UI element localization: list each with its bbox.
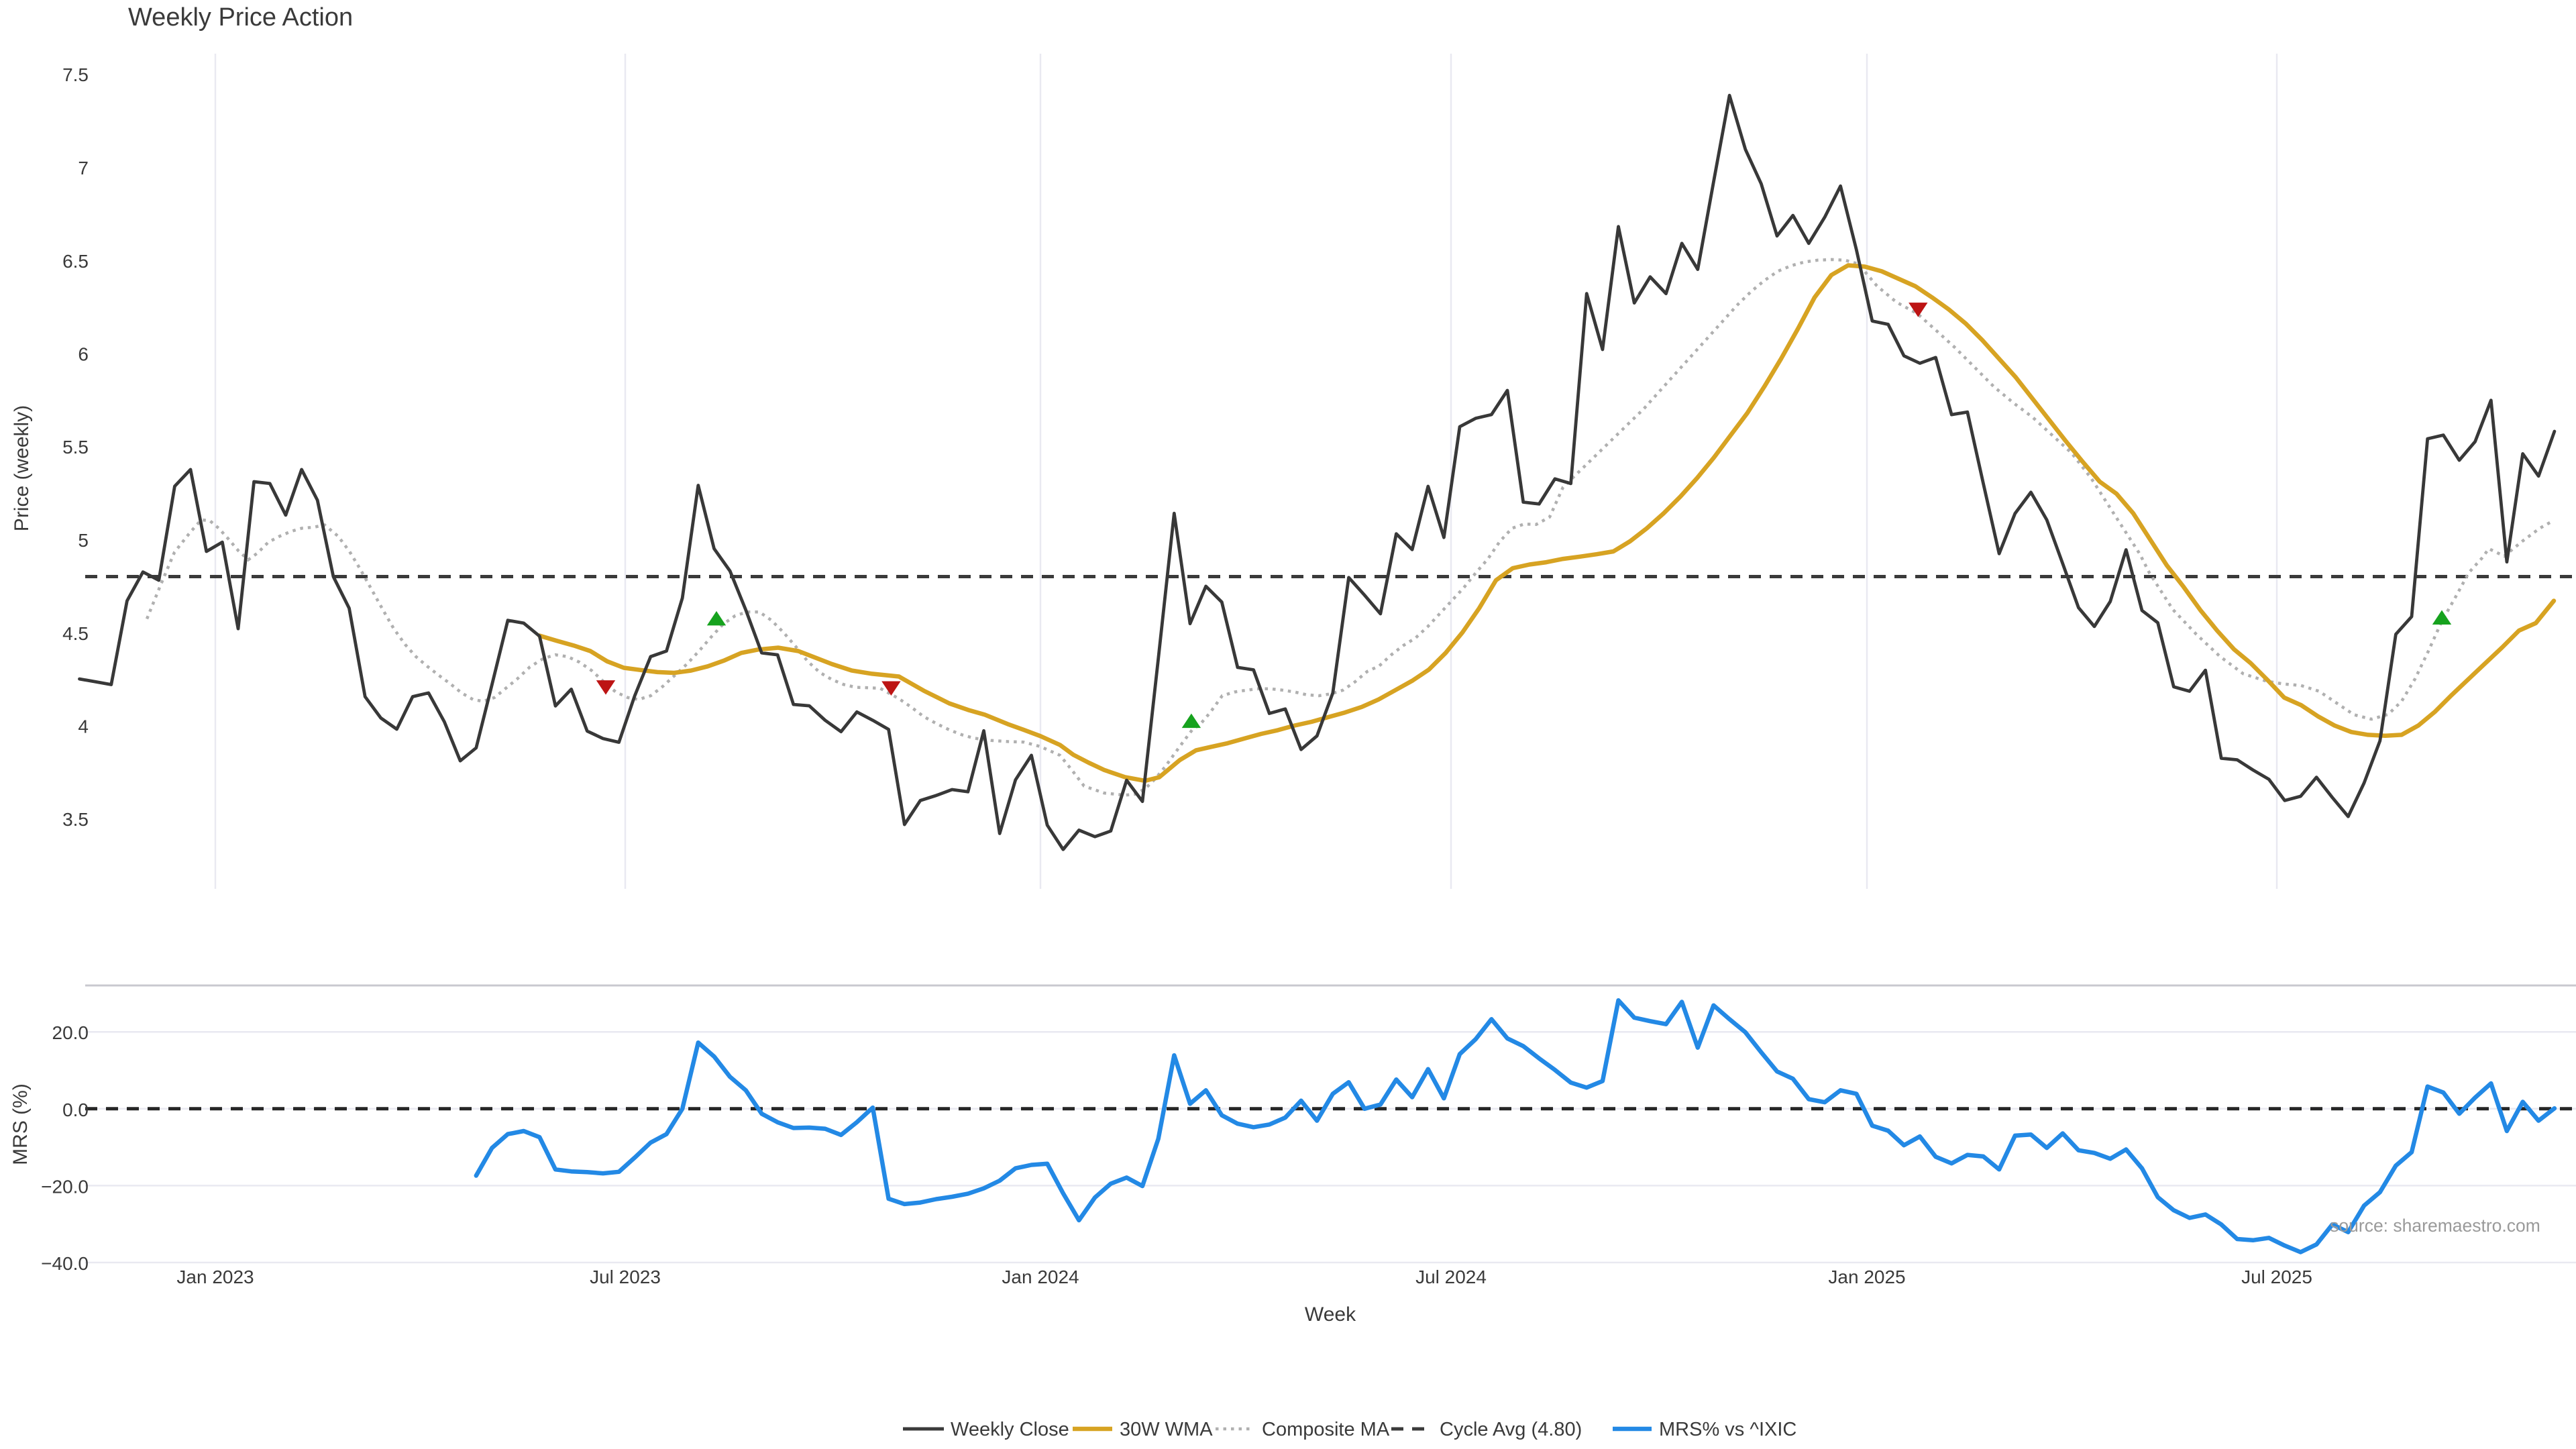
- svg-text:7: 7: [78, 158, 89, 178]
- svg-text:7.5: 7.5: [62, 64, 89, 85]
- svg-text:Jan 2025: Jan 2025: [1828, 1267, 1905, 1287]
- svg-text:Weekly Close: Weekly Close: [951, 1419, 1069, 1440]
- svg-text:Price (weekly): Price (weekly): [11, 405, 33, 531]
- svg-text:6: 6: [78, 344, 89, 365]
- svg-text:20.0: 20.0: [52, 1022, 89, 1043]
- svg-text:4: 4: [78, 716, 89, 737]
- svg-text:30W WMA: 30W WMA: [1120, 1419, 1213, 1440]
- svg-text:Weekly Price Action: Weekly Price Action: [128, 3, 353, 32]
- svg-text:Composite MA: Composite MA: [1262, 1419, 1390, 1440]
- svg-text:MRS% vs ^IXIC: MRS% vs ^IXIC: [1659, 1419, 1796, 1440]
- svg-text:source: sharemaestro.com: source: sharemaestro.com: [2330, 1216, 2540, 1236]
- svg-text:6.5: 6.5: [62, 251, 89, 272]
- svg-text:Cycle Avg (4.80): Cycle Avg (4.80): [1440, 1419, 1582, 1440]
- svg-text:3.5: 3.5: [62, 809, 89, 830]
- svg-text:Jul 2024: Jul 2024: [1415, 1267, 1487, 1287]
- svg-text:Jan 2024: Jan 2024: [1002, 1267, 1079, 1287]
- svg-text:Jul 2023: Jul 2023: [590, 1267, 661, 1287]
- svg-text:Jul 2025: Jul 2025: [2241, 1267, 2312, 1287]
- svg-text:5: 5: [78, 530, 89, 551]
- svg-text:Jan 2023: Jan 2023: [176, 1267, 254, 1287]
- svg-text:0.0: 0.0: [62, 1099, 89, 1120]
- svg-text:−20.0: −20.0: [41, 1176, 89, 1197]
- svg-text:4.5: 4.5: [62, 623, 89, 644]
- svg-text:MRS (%): MRS (%): [9, 1083, 32, 1165]
- svg-text:−40.0: −40.0: [41, 1253, 89, 1274]
- svg-text:5.5: 5.5: [62, 437, 89, 458]
- svg-text:Week: Week: [1305, 1303, 1356, 1326]
